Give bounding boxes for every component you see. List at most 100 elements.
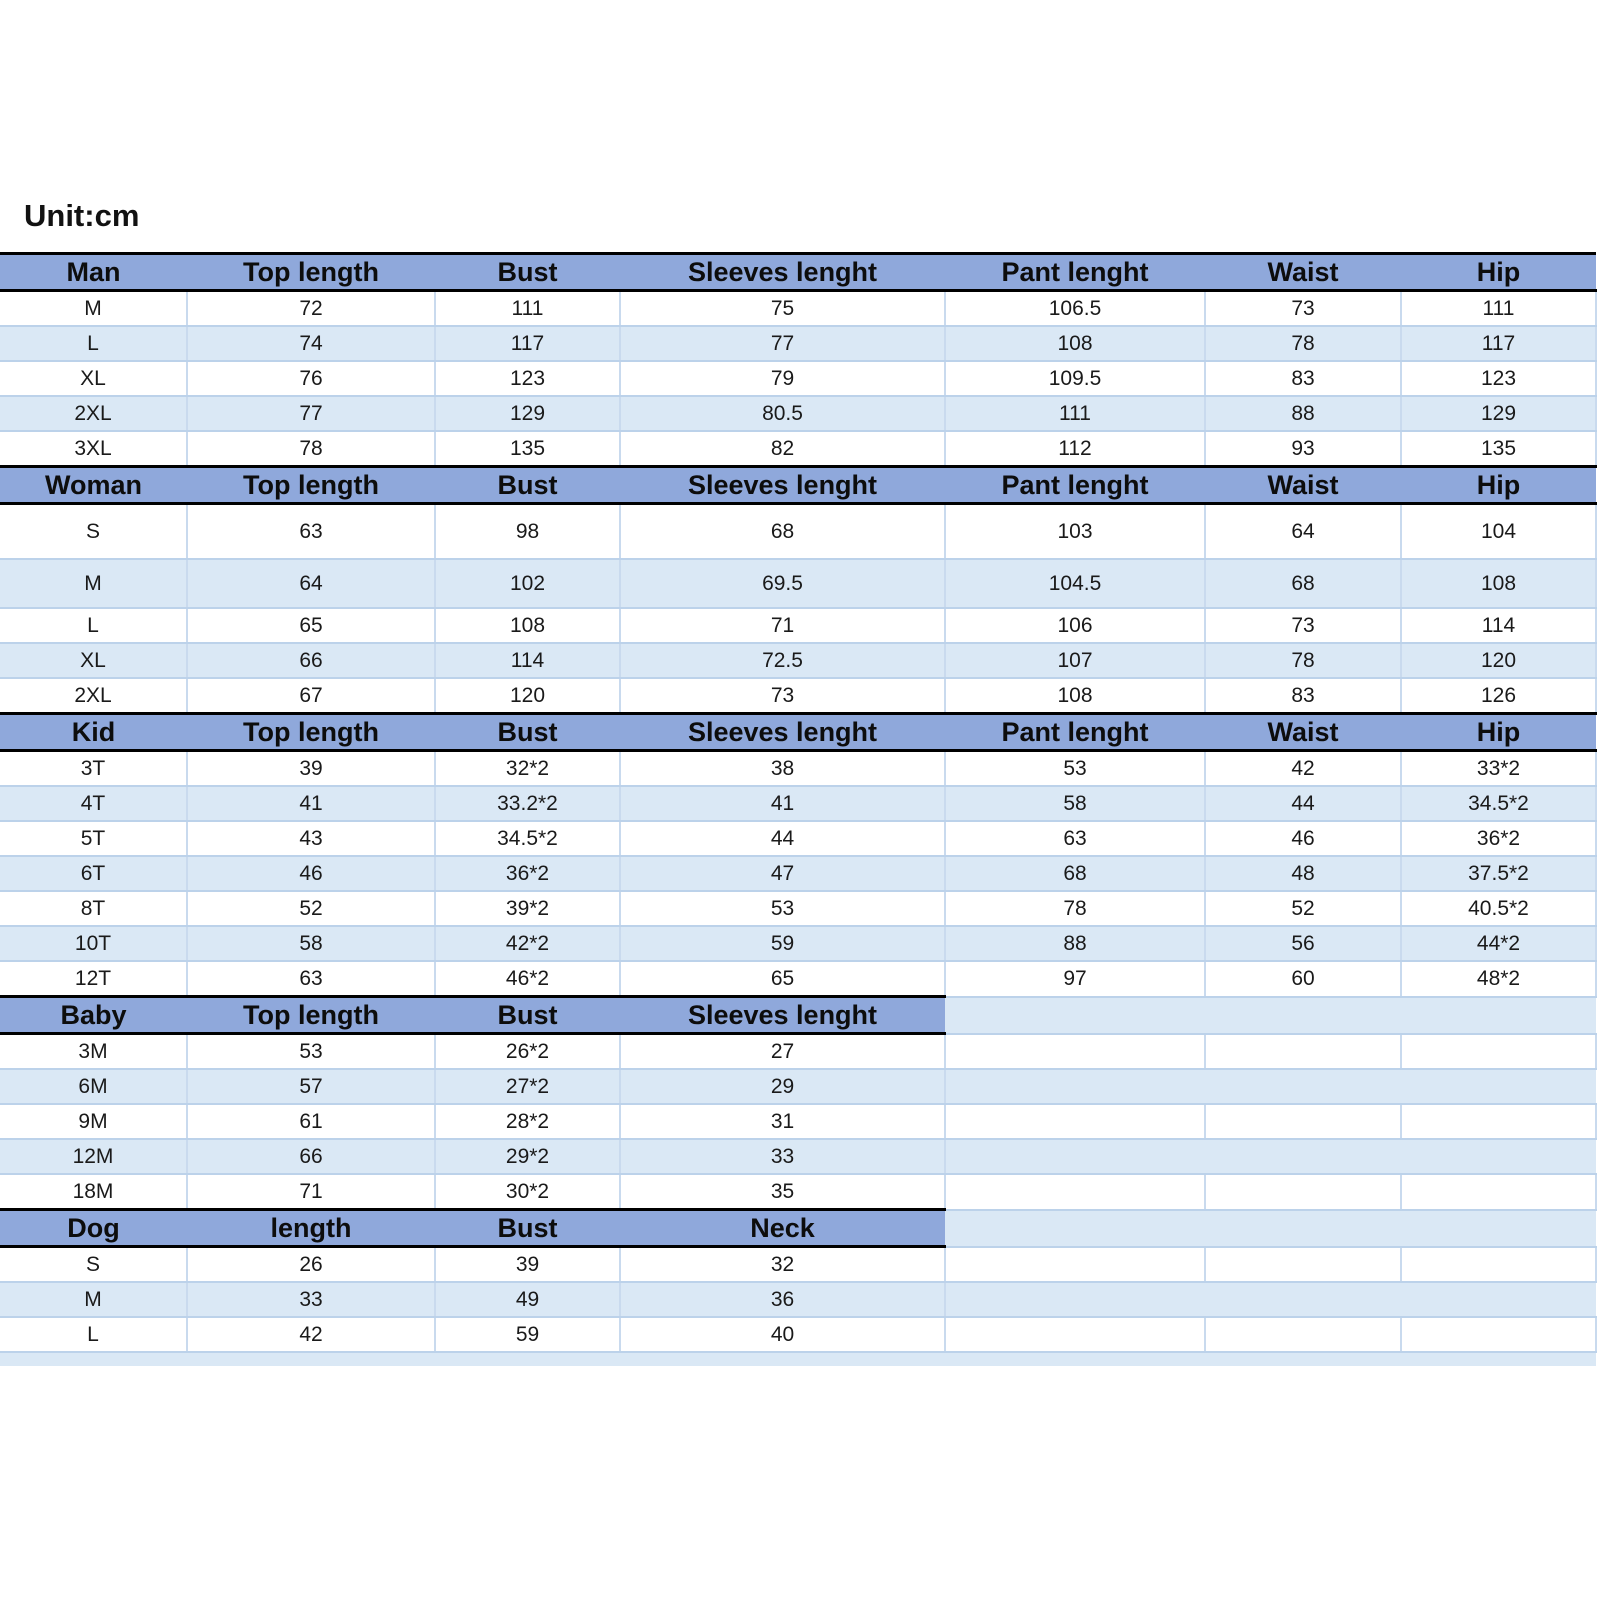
value-cell: 38	[620, 750, 946, 787]
table-row: 12M 66 29*2 33	[0, 1139, 1596, 1175]
value-cell: 40	[620, 1317, 946, 1353]
value-cell: 48	[1205, 856, 1402, 892]
value-cell: 33	[187, 1282, 436, 1318]
value-cell: 53	[945, 750, 1206, 787]
size-cell: 5T	[0, 821, 188, 857]
value-cell: 68	[945, 856, 1206, 892]
value-cell: 73	[620, 678, 946, 715]
value-cell: 58	[945, 786, 1206, 822]
value-cell: 129	[1401, 396, 1597, 432]
value-cell: 28*2	[435, 1104, 621, 1140]
value-cell: 73	[1205, 290, 1402, 327]
value-cell: 46	[187, 856, 436, 892]
value-cell: 47	[620, 856, 946, 892]
value-cell: 65	[620, 961, 946, 998]
value-cell: 26*2	[435, 1033, 621, 1070]
value-cell: 57	[187, 1069, 436, 1105]
table-row: 18M 71 30*2 35	[0, 1174, 1597, 1211]
table-row: L 74 117 77 108 78 117	[0, 326, 1597, 362]
value-cell: 42	[187, 1317, 436, 1353]
value-cell: 78	[1205, 326, 1402, 362]
value-cell: 120	[435, 678, 621, 715]
empty-cell	[1401, 1033, 1597, 1070]
value-cell: 30*2	[435, 1174, 621, 1211]
table-row: 5T 43 34.5*2 44 63 46 36*2	[0, 821, 1597, 857]
value-cell: 80.5	[620, 396, 946, 432]
value-cell: 58	[187, 926, 436, 962]
table-row: S 26 39 32	[0, 1246, 1597, 1283]
value-cell: 34.5*2	[435, 821, 621, 857]
column-header-cell: Waist	[1205, 252, 1401, 292]
value-cell: 135	[435, 431, 621, 468]
value-cell: 68	[620, 503, 946, 560]
value-cell: 102	[435, 559, 621, 609]
size-cell: 12M	[0, 1139, 188, 1175]
value-cell: 117	[1401, 326, 1597, 362]
value-cell: 93	[1205, 431, 1402, 468]
value-cell: 46*2	[435, 961, 621, 998]
section-header-man: Man Top length Bust Sleeves lenght Pant leng…	[0, 252, 1596, 292]
value-cell: 82	[620, 431, 946, 468]
column-header-cell: Top length	[187, 252, 435, 292]
value-cell: 83	[1205, 678, 1402, 715]
column-header-cell: Bust	[435, 252, 620, 292]
value-cell: 66	[187, 643, 436, 679]
value-cell: 117	[435, 326, 621, 362]
empty-cell	[1205, 1246, 1402, 1283]
value-cell: 78	[187, 431, 436, 468]
value-cell: 66	[187, 1139, 436, 1175]
value-cell: 88	[945, 926, 1206, 962]
value-cell: 108	[945, 326, 1206, 362]
empty-cell	[1205, 1317, 1402, 1353]
empty-cell	[945, 1174, 1206, 1211]
empty-cell	[945, 1246, 1206, 1283]
table-row: 10T 58 42*2 59 88 56 44*2	[0, 926, 1597, 962]
value-cell: 120	[1401, 643, 1597, 679]
value-cell: 79	[620, 361, 946, 397]
table-row: M 64 102 69.5 104.5 68 108	[0, 559, 1597, 609]
table-row: 6T 46 36*2 47 68 48 37.5*2	[0, 856, 1597, 892]
value-cell: 71	[620, 608, 946, 644]
bottom-partial-row	[0, 1353, 1596, 1366]
value-cell: 61	[187, 1104, 436, 1140]
value-cell: 39	[187, 750, 436, 787]
empty-cell	[1205, 1104, 1402, 1140]
column-header-cell: Top length	[187, 712, 435, 752]
table-row: XL 66 114 72.5 107 78 120	[0, 643, 1597, 679]
unit-label: Unit:cm	[24, 198, 140, 233]
value-cell: 88	[1205, 396, 1402, 432]
value-cell: 63	[187, 503, 436, 560]
value-cell: 44	[1205, 786, 1402, 822]
value-cell: 67	[187, 678, 436, 715]
value-cell: 75	[620, 290, 946, 327]
size-chart-table: Man Top length Bust Sleeves lenght Pant leng…	[0, 252, 1597, 1353]
size-cell: 12T	[0, 961, 188, 998]
table-row: 12T 63 46*2 65 97 60 48*2	[0, 961, 1597, 998]
size-chart: Man Top length Bust Sleeves lenght Pant leng…	[0, 252, 1597, 1366]
table-row: 2XL 77 129 80.5 111 88 129	[0, 396, 1597, 432]
table-row: 6M 57 27*2 29	[0, 1069, 1596, 1105]
table-row: 3XL 78 135 82 112 93 135	[0, 431, 1597, 468]
table-row: 8T 52 39*2 53 78 52 40.5*2	[0, 891, 1597, 927]
value-cell: 78	[1205, 643, 1402, 679]
column-header-cell: Sleeves lenght	[620, 712, 945, 752]
value-cell: 41	[620, 786, 946, 822]
size-cell: 10T	[0, 926, 188, 962]
table-row: 2XL 67 120 73 108 83 126	[0, 678, 1597, 715]
value-cell: 59	[435, 1317, 621, 1353]
empty-cell	[945, 1069, 1596, 1105]
value-cell: 44*2	[1401, 926, 1597, 962]
value-cell: 123	[1401, 361, 1597, 397]
table-row: XL 76 123 79 109.5 83 123	[0, 361, 1597, 397]
value-cell: 60	[1205, 961, 1402, 998]
size-cell: M	[0, 290, 188, 327]
value-cell: 64	[1205, 503, 1402, 560]
column-header-cell: Pant lenght	[945, 465, 1205, 505]
value-cell: 77	[620, 326, 946, 362]
value-cell: 49	[435, 1282, 621, 1318]
column-header-cell: Bust	[435, 995, 620, 1035]
value-cell: 114	[1401, 608, 1597, 644]
size-cell: 3T	[0, 750, 188, 787]
size-cell: 4T	[0, 786, 188, 822]
